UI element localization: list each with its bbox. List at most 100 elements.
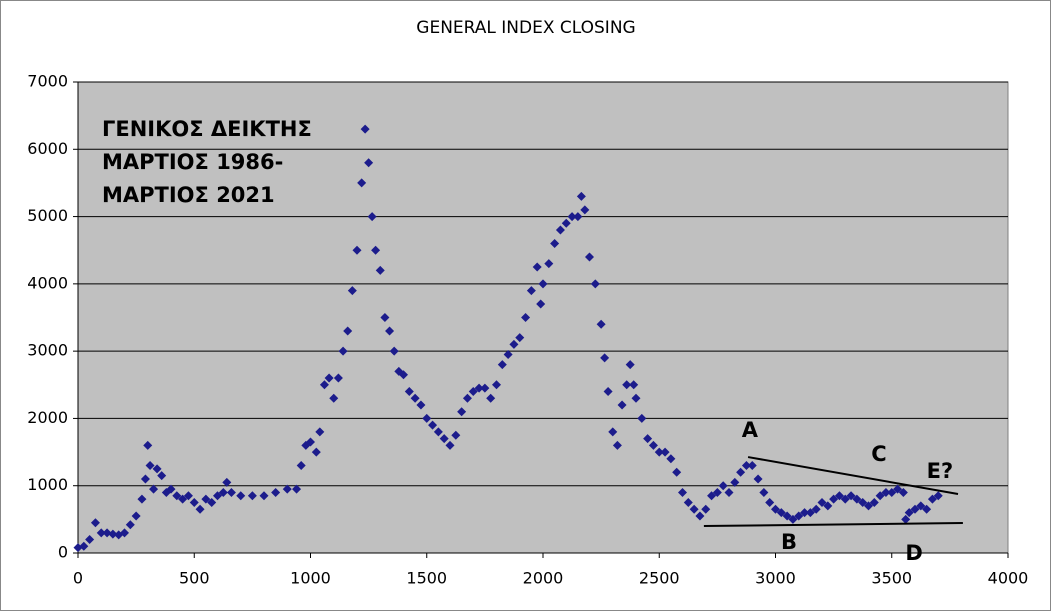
point xyxy=(319,380,329,390)
point xyxy=(864,501,873,511)
point xyxy=(137,494,147,504)
y-tick-label: 4000 xyxy=(27,273,68,292)
point xyxy=(474,383,484,393)
x-tick-label: 0 xyxy=(73,569,83,588)
point xyxy=(916,501,926,511)
note-text: ΜΑΡΤΙΟΣ 1986- xyxy=(102,150,283,174)
point xyxy=(707,491,717,501)
wave-label: E? xyxy=(927,459,954,483)
point xyxy=(846,491,856,501)
point xyxy=(271,487,281,497)
point xyxy=(622,380,632,390)
point xyxy=(672,467,682,477)
point xyxy=(550,238,560,248)
point xyxy=(567,212,577,222)
point xyxy=(922,504,932,514)
point xyxy=(898,487,908,497)
point xyxy=(486,393,496,403)
point xyxy=(617,400,627,410)
point xyxy=(195,504,205,514)
x-tick-label: 500 xyxy=(179,569,210,588)
x-tick-label: 2000 xyxy=(523,569,564,588)
point xyxy=(422,413,432,423)
point xyxy=(747,461,757,471)
wave-label: C xyxy=(871,442,886,466)
point xyxy=(536,299,546,309)
y-tick-label: 3000 xyxy=(27,341,68,360)
point xyxy=(428,420,438,430)
point xyxy=(643,434,653,444)
point xyxy=(143,440,153,450)
note-text: ΜΑΡΤΙΟΣ 2021 xyxy=(102,183,275,207)
point xyxy=(480,383,490,393)
point xyxy=(85,535,95,545)
point xyxy=(315,427,325,437)
point xyxy=(468,387,478,397)
point xyxy=(817,498,827,508)
point xyxy=(79,541,89,551)
y-tick-label: 2000 xyxy=(27,408,68,427)
point xyxy=(189,498,199,508)
point xyxy=(741,461,751,471)
point xyxy=(701,504,711,514)
point xyxy=(306,437,315,447)
point xyxy=(329,393,339,403)
point xyxy=(433,427,443,437)
point xyxy=(666,454,676,464)
point xyxy=(629,380,639,390)
point xyxy=(497,360,507,370)
point xyxy=(404,387,414,397)
point xyxy=(399,370,408,380)
point xyxy=(596,319,606,329)
point xyxy=(858,498,868,508)
point xyxy=(222,477,232,487)
point xyxy=(343,326,353,336)
point xyxy=(364,158,374,168)
trend-line xyxy=(703,521,963,528)
point xyxy=(157,471,167,481)
point xyxy=(585,252,594,262)
point xyxy=(718,481,728,491)
point xyxy=(457,407,467,417)
point xyxy=(389,346,399,356)
point xyxy=(771,504,780,514)
point xyxy=(927,494,937,504)
point xyxy=(509,339,519,349)
point xyxy=(590,279,600,289)
point xyxy=(875,491,885,501)
point xyxy=(776,508,786,518)
point xyxy=(492,380,501,390)
point xyxy=(782,511,792,521)
point xyxy=(451,430,461,440)
point xyxy=(357,178,367,188)
point xyxy=(140,474,150,484)
point xyxy=(869,498,879,508)
y-tick-label: 5000 xyxy=(27,206,68,225)
point xyxy=(416,400,426,410)
point xyxy=(580,205,590,215)
wave-label: A xyxy=(742,418,759,442)
point xyxy=(445,440,455,450)
x-tick-label: 3000 xyxy=(755,569,796,588)
point xyxy=(90,518,100,528)
point xyxy=(172,491,182,501)
point xyxy=(736,467,746,477)
point xyxy=(515,333,525,343)
point xyxy=(608,427,618,437)
point xyxy=(893,484,903,494)
point xyxy=(145,461,155,471)
point xyxy=(829,494,839,504)
point xyxy=(555,225,565,235)
point xyxy=(600,353,610,363)
y-tick-label: 7000 xyxy=(27,72,68,91)
point xyxy=(282,484,292,494)
y-tick-label: 6000 xyxy=(27,139,68,158)
point xyxy=(544,259,554,269)
point xyxy=(201,494,211,504)
point xyxy=(338,346,348,356)
point xyxy=(573,212,583,222)
point xyxy=(678,487,687,497)
y-tick-label: 1000 xyxy=(27,475,68,494)
point xyxy=(631,393,641,403)
wave-label: D xyxy=(905,541,922,565)
